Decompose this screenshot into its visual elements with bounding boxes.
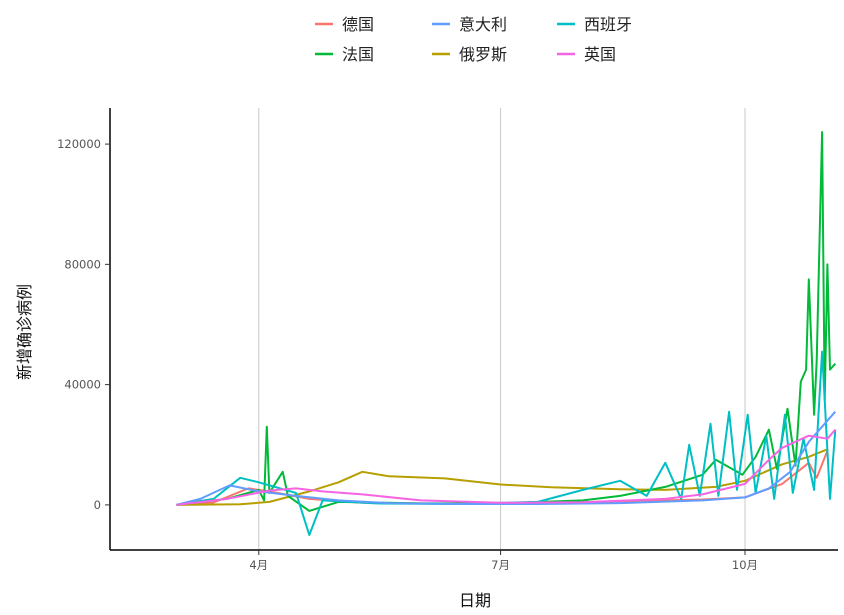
y-tick-label: 80000 xyxy=(64,257,101,271)
legend-label: 德国 xyxy=(342,15,374,34)
y-axis-title: 新增确诊病例 xyxy=(15,284,34,380)
axes: 0 40000 80000 120000 4月 7月 10月 xyxy=(57,108,838,572)
series-line xyxy=(176,131,837,512)
legend-label: 西班牙 xyxy=(584,15,632,34)
series-line xyxy=(176,429,837,506)
legend-item: 意大利 xyxy=(432,15,507,34)
legend-item: 西班牙 xyxy=(557,15,632,34)
legend-item: 俄罗斯 xyxy=(432,45,507,64)
legend-label: 英国 xyxy=(584,45,616,64)
legend-label: 意大利 xyxy=(459,15,507,34)
legend-label: 俄罗斯 xyxy=(459,45,507,64)
y-tick-label: 120000 xyxy=(57,137,101,151)
x-tick-label: 10月 xyxy=(732,558,758,572)
series-line xyxy=(176,411,837,506)
series-lines xyxy=(176,131,837,536)
x-tick-label: 7月 xyxy=(491,558,510,572)
y-tick-label: 40000 xyxy=(64,378,101,392)
legend-label: 法国 xyxy=(342,45,374,64)
legend-item: 法国 xyxy=(315,45,374,64)
legend-item: 英国 xyxy=(557,45,616,64)
grid-lines xyxy=(258,108,746,550)
x-axis-title: 日期 xyxy=(459,591,491,610)
x-tick-label: 4月 xyxy=(249,558,268,572)
legend-item: 德国 xyxy=(315,15,374,34)
y-tick-label: 0 xyxy=(94,498,101,512)
series-line xyxy=(176,448,828,506)
series-line xyxy=(176,350,837,536)
series-line xyxy=(176,450,829,506)
